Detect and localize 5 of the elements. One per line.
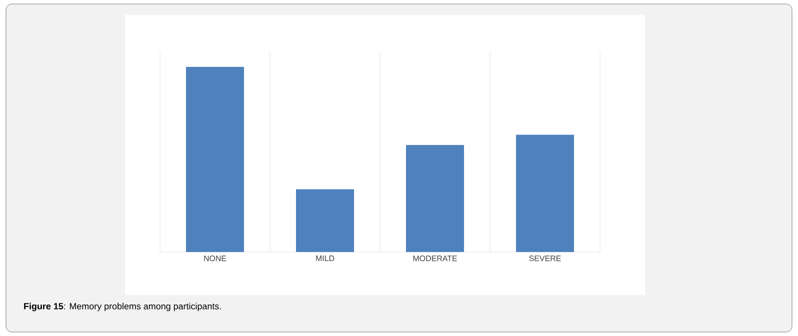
bar (406, 144, 464, 252)
bar (296, 189, 354, 252)
bar (186, 66, 244, 252)
bar (516, 134, 574, 252)
text: Figure 15: Memory problems among participants. (24, 302, 221, 312)
